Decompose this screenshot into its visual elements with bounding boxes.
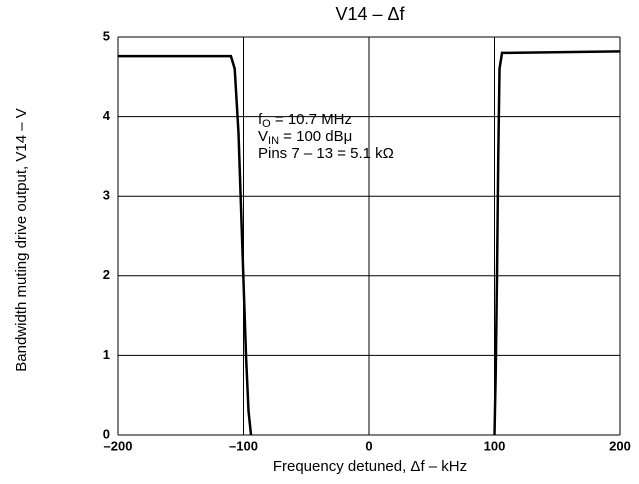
line [493,50,621,436]
y-tick-label: 3 [103,188,110,203]
annotation-text: V [258,128,268,145]
x-tick-label: 0 [365,438,372,453]
annotation-subscript: IN [268,135,279,147]
chart-title: V14 – Δf [335,4,405,24]
annotation-text: = 100 dBμ [279,128,352,145]
annotation-subscript: O [262,118,271,130]
x-tick-label: –200 [104,438,133,453]
x-tick-label: 100 [484,438,506,453]
annotation-text: f [258,111,263,128]
x-tick-label: –100 [229,438,258,453]
annotation-text: Pins 7 – 13 = 5.1 kΩ [258,145,394,162]
x-axis-label: Frequency detuned, Δf – kHz [273,458,467,475]
annotation: fO = 10.7 MHz [258,111,352,130]
y-tick-label: 4 [103,108,111,123]
annotation-text: = 10.7 MHz [271,111,352,128]
annotation: VIN = 100 dBμ [258,128,352,147]
line [118,54,253,436]
y-axis-label: Bandwidth muting drive output, V14 – V [13,108,30,372]
x-tick-label: 200 [609,438,631,453]
y-tick-label: 5 [103,28,110,43]
y-tick-label: 2 [103,267,110,282]
annotation: Pins 7 – 13 = 5.1 kΩ [258,145,394,162]
y-tick-label: 1 [103,347,110,362]
y-tick-label: 0 [103,426,110,441]
